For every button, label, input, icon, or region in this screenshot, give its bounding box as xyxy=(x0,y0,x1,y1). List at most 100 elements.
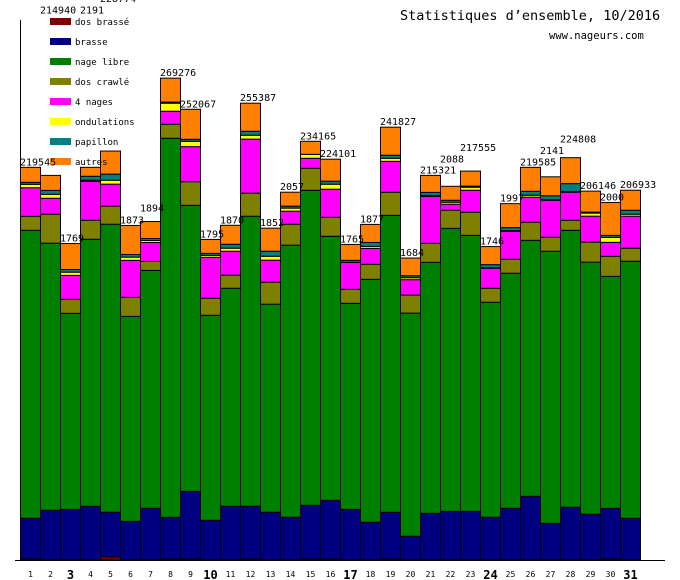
bar-segment-autres-day-6 xyxy=(120,224,141,255)
bar-total-label-11: 1870 xyxy=(220,215,244,226)
bar-segment-nage-libre-day-27 xyxy=(540,250,561,524)
bar-segment-nage-libre-day-23 xyxy=(460,234,481,512)
bar-segment-dos-crawlé-day-28 xyxy=(560,219,581,231)
bar-segment-nage-libre-day-17 xyxy=(340,302,361,510)
x-tick-label-16: 16 xyxy=(326,570,336,579)
x-tick-label-13: 13 xyxy=(266,570,276,579)
bar-total-label-18: 1877 xyxy=(360,214,384,225)
bar-segment-autres-day-15 xyxy=(300,140,321,155)
bar-segment-autres-day-30 xyxy=(600,201,621,236)
bar-segment-dos-crawlé-day-11 xyxy=(220,274,241,289)
bar-segment-4-nages-day-13 xyxy=(260,259,281,283)
bar-segment-brasse-day-9 xyxy=(180,490,201,560)
bar-segment-4-nages-day-11 xyxy=(220,250,241,276)
x-tick-label-9: 9 xyxy=(188,570,193,579)
bar-segment-autres-day-24 xyxy=(480,246,501,266)
x-tick-label-3: 3 xyxy=(67,568,74,580)
bar-total-label-8: 269276 xyxy=(160,68,196,79)
bar-segment-nage-libre-day-5 xyxy=(100,223,121,513)
bar-segment-dos-crawlé-day-13 xyxy=(260,281,281,305)
x-tick-label-18: 18 xyxy=(366,570,376,579)
bar-total-label-10: 1795 xyxy=(200,229,224,240)
bar-segment-autres-day-23 xyxy=(460,170,481,187)
bar-segment-autres-day-21 xyxy=(420,174,441,193)
bar-segment-brasse-day-29 xyxy=(580,513,601,561)
bar-segment-nage-libre-day-12 xyxy=(240,215,261,507)
bar-segment-autres-day-29 xyxy=(580,190,601,213)
bar-total-label-30: 2000 xyxy=(600,192,624,203)
bar-segment-4-nages-day-3 xyxy=(60,274,81,300)
bar-segment-autres-day-26 xyxy=(520,166,541,192)
bar-segment-nage-libre-day-24 xyxy=(480,301,501,518)
bar-segment-autres-day-8 xyxy=(160,77,181,103)
bar-segment-nage-libre-day-3 xyxy=(60,312,81,510)
bar-segment-nage-libre-day-30 xyxy=(600,275,621,509)
bar-total-label-3: 1769 xyxy=(60,234,84,245)
bar-segment-nage-libre-day-4 xyxy=(80,238,101,507)
bar-segment-autres-day-19 xyxy=(380,126,401,156)
x-tick-label-4: 4 xyxy=(88,570,93,579)
bar-segment-nage-libre-day-2 xyxy=(40,242,61,511)
bar-segment-4-nages-day-7 xyxy=(140,241,161,262)
bar-segment-brasse-day-18 xyxy=(360,521,381,561)
bar-segment-ondulations-day-12 xyxy=(240,134,261,140)
x-tick-label-22: 22 xyxy=(446,570,456,579)
x-tick-label-31: 31 xyxy=(623,568,637,580)
bar-total-label-22: 2088 xyxy=(440,154,464,165)
bar-total-label-2: 214940 xyxy=(40,5,76,16)
bar-total-label-15: 234165 xyxy=(300,131,336,142)
bar-segment-4-nages-day-4 xyxy=(80,180,101,221)
bar-segment-dos-crawlé-day-3 xyxy=(60,298,81,314)
bar-segment-brasse-day-8 xyxy=(160,516,181,560)
bar-segment-brasse-day-25 xyxy=(500,507,521,561)
bar-segment-brasse-day-21 xyxy=(420,512,441,561)
bar-segment-dos-crawlé-day-9 xyxy=(180,181,201,206)
bar-segment-brasse-day-1 xyxy=(20,517,41,560)
bar-segment-brasse-day-12 xyxy=(240,505,261,560)
bar-segment-ondulations-day-2 xyxy=(40,193,61,199)
legend-label-1: brasse xyxy=(75,38,108,48)
bar-segment-papillon-day-2 xyxy=(40,189,61,195)
bar-segment-autres-day-12 xyxy=(240,102,261,132)
bar-segment-dos-crawlé-day-19 xyxy=(380,191,401,216)
bar-segment-autres-day-14 xyxy=(280,191,301,207)
bar-segment-nage-libre-day-18 xyxy=(360,278,381,523)
bar-segment-papillon-day-27 xyxy=(540,195,561,201)
x-tick-label-10: 10 xyxy=(203,568,217,580)
bar-total-label-29: 206146 xyxy=(580,181,616,192)
bar-segment-autres-day-27 xyxy=(540,176,561,197)
bar-segment-dos-crawlé-day-7 xyxy=(140,260,161,271)
bar-segment-brasse-day-28 xyxy=(560,506,581,561)
bar-segment-autres-day-4 xyxy=(80,166,101,177)
bar-segment-4-nages-day-9 xyxy=(180,146,201,183)
bar-segment-brasse-day-15 xyxy=(300,504,321,560)
legend-label-3: dos crawlé xyxy=(75,77,129,88)
bar-total-label-13: 1852 xyxy=(260,218,284,229)
bar-segment-dos-crawlé-day-8 xyxy=(160,123,181,139)
bar-segment-ondulations-day-8 xyxy=(160,102,181,112)
bar-segment-autres-day-25 xyxy=(500,203,521,229)
bar-segment-brasse-day-6 xyxy=(120,520,141,561)
bar-segment-brasse-day-23 xyxy=(460,510,481,561)
bar-segment-brasse-day-4 xyxy=(80,505,101,561)
bar-segment-nage-libre-day-6 xyxy=(120,315,141,522)
bar-segment-nage-libre-day-21 xyxy=(420,261,441,514)
bar-segment-nage-libre-day-16 xyxy=(320,235,341,501)
x-tick-label-2: 2 xyxy=(48,570,53,579)
bar-segment-brasse-day-27 xyxy=(540,522,561,561)
x-tick-label-28: 28 xyxy=(566,570,576,579)
bar-segment-brasse-day-7 xyxy=(140,507,161,561)
bar-segment-autres-day-17 xyxy=(340,243,361,261)
bar-segment-ondulations-day-30 xyxy=(600,236,621,243)
legend-swatch-0 xyxy=(50,18,71,25)
bar-segment-autres-day-10 xyxy=(200,238,221,254)
legend-swatch-6 xyxy=(50,138,71,145)
bar-segment-4-nages-day-6 xyxy=(120,259,141,298)
bar-segment-brasse-day-24 xyxy=(480,516,501,561)
legend-swatch-5 xyxy=(50,118,71,125)
bar-total-label-14: 2057 xyxy=(280,182,304,193)
bar-segment-ondulations-day-15 xyxy=(300,153,321,159)
bar-segment-nage-libre-day-26 xyxy=(520,239,541,497)
bar-segment-ondulations-day-5 xyxy=(100,179,121,185)
